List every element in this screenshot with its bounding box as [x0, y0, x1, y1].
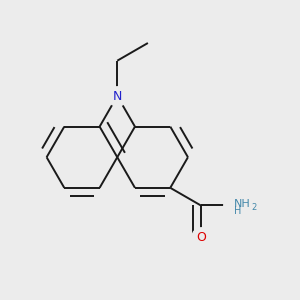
Text: 2: 2 [251, 202, 256, 211]
Text: O: O [196, 231, 206, 244]
Text: N: N [112, 89, 122, 103]
Text: H: H [234, 206, 242, 216]
Text: NH: NH [234, 199, 251, 209]
